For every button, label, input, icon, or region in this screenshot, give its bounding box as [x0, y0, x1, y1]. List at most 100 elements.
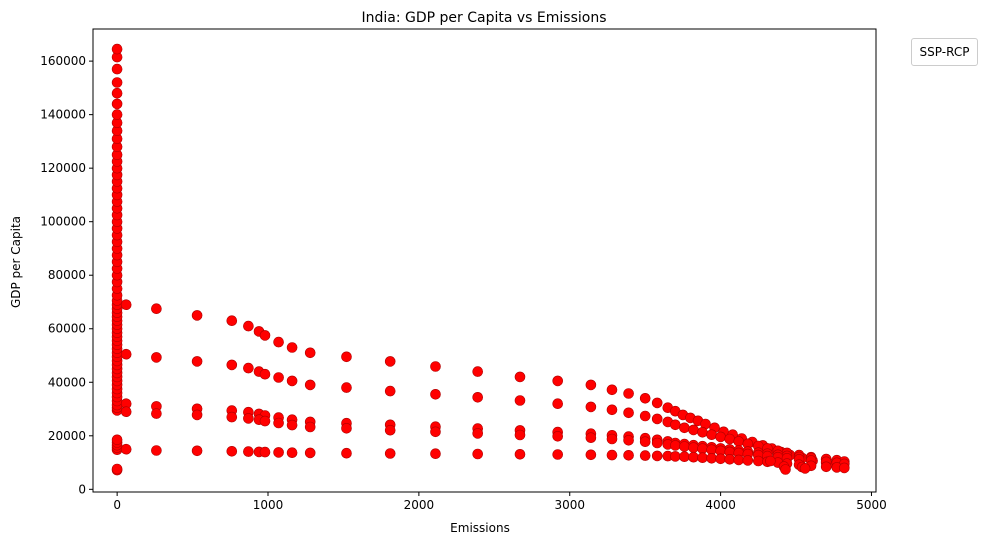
data-point: [243, 362, 254, 374]
data-point: [430, 448, 441, 460]
data-point: [341, 351, 352, 363]
data-point: [111, 77, 123, 88]
data-point: [552, 398, 564, 410]
data-point: [679, 451, 690, 463]
data-point: [585, 432, 597, 444]
data-point: [111, 63, 123, 75]
legend: SSP-RCP: [911, 38, 978, 66]
data-point: [472, 366, 484, 377]
data-point: [226, 315, 238, 327]
data-point: [697, 452, 708, 464]
y-axis: 0 20000 40000 60000 80000 100000 120000 140000 1…: [40, 54, 93, 496]
data-point: [286, 342, 298, 353]
data-point: [304, 421, 316, 433]
data-point: [688, 442, 699, 453]
data-point: [765, 455, 776, 467]
data-point: [273, 447, 284, 458]
data-point: [606, 384, 618, 396]
y-tick-label: 20000: [48, 429, 86, 443]
data-point: [341, 382, 352, 393]
data-point: [688, 424, 699, 436]
data-point: [472, 448, 484, 460]
y-axis-label: GDP per Capita: [9, 216, 23, 308]
data-point: [733, 454, 745, 466]
data-point: [651, 450, 663, 462]
y-tick-label: 80000: [48, 268, 86, 282]
data-point: [430, 361, 441, 372]
data-point: [273, 336, 284, 348]
data-point: [151, 303, 162, 315]
data-point: [120, 443, 132, 455]
data-point: [724, 433, 736, 445]
data-point: [151, 352, 162, 363]
data-point: [623, 407, 634, 419]
data-point: [111, 87, 123, 99]
x-tick-label: 3000: [554, 498, 585, 512]
data-point: [639, 410, 651, 422]
data-point: [120, 348, 132, 360]
data-point: [606, 449, 618, 461]
data-point: [706, 452, 717, 464]
data-point: [259, 368, 271, 380]
chart-title: India: GDP per Capita vs Emissions: [361, 10, 606, 26]
data-point: [742, 455, 754, 466]
data-point: [472, 428, 484, 439]
data-point: [341, 447, 352, 459]
data-point: [111, 109, 123, 120]
data-point: [799, 463, 811, 474]
x-tick-label: 2000: [404, 498, 435, 512]
data-point: [639, 450, 651, 461]
data-point: [651, 437, 663, 449]
data-point: [514, 448, 526, 460]
data-point: [191, 445, 203, 457]
plot-frame: [92, 28, 877, 493]
data-point: [514, 371, 526, 383]
data-point: [752, 455, 764, 467]
data-point: [191, 409, 203, 421]
y-tick-label: 60000: [48, 322, 86, 336]
data-point: [226, 359, 238, 371]
data-point: [430, 426, 441, 438]
data-point: [286, 375, 298, 387]
data-point: [669, 440, 681, 451]
y-tick-label: 0: [78, 482, 86, 496]
data-point: [623, 449, 634, 461]
data-point: [191, 356, 203, 367]
data-point: [341, 422, 352, 434]
data-point: [259, 330, 271, 341]
y-tick-label: 40000: [48, 375, 86, 389]
y-tick-label: 120000: [40, 161, 86, 175]
data-point: [120, 406, 132, 418]
x-axis: 0 1000 2000 3000 4000 5000: [113, 492, 887, 512]
data-point: [552, 375, 564, 387]
data-point: [111, 434, 123, 446]
data-point: [651, 413, 663, 425]
data-point: [259, 446, 271, 458]
data-point: [243, 446, 254, 457]
data-point: [585, 401, 597, 413]
legend-title: SSP-RCP: [919, 45, 970, 59]
data-point: [226, 445, 238, 457]
points-layer: [111, 43, 850, 476]
data-point: [384, 424, 396, 436]
data-point: [606, 433, 618, 445]
x-axis-label: Emissions: [450, 521, 510, 535]
data-point: [623, 388, 634, 399]
data-point: [514, 429, 526, 441]
data-point: [838, 462, 850, 474]
data-point: [304, 347, 316, 359]
data-point: [286, 419, 298, 431]
data-point: [669, 451, 681, 462]
data-point: [384, 356, 396, 367]
data-point: [585, 379, 597, 391]
x-tick-label: 5000: [856, 498, 887, 512]
data-point: [472, 391, 484, 403]
data-point: [697, 426, 708, 438]
data-point: [151, 408, 162, 419]
data-point: [552, 430, 564, 442]
data-point: [669, 419, 681, 431]
data-point: [706, 429, 717, 441]
data-point: [623, 434, 634, 446]
data-point: [430, 388, 441, 400]
